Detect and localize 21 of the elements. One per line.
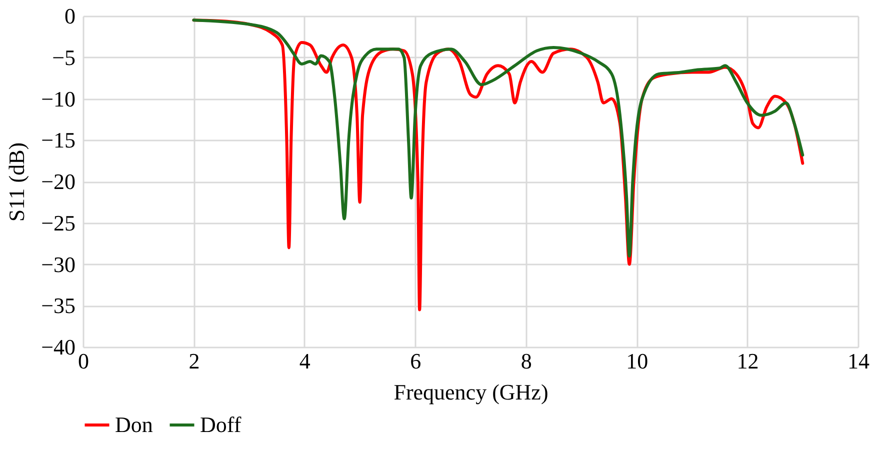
x-tick-label: 2 <box>188 348 200 374</box>
legend-label: Doff <box>200 412 242 437</box>
y-tick-label: −40 <box>41 334 76 360</box>
y-tick-label: −5 <box>52 44 76 70</box>
y-tick-label: −15 <box>41 128 76 153</box>
y-tick-label: −25 <box>41 210 76 236</box>
y-tick-label: −35 <box>41 293 76 318</box>
y-tick-label: −30 <box>41 252 76 277</box>
line-series <box>192 18 804 258</box>
y-tick-label: 0 <box>64 4 76 28</box>
x-tick-label: 8 <box>520 348 532 374</box>
x-tick-label: 6 <box>410 348 422 374</box>
x-tick-label: 4 <box>299 348 310 374</box>
y-tick-label: −20 <box>41 169 76 194</box>
x-axis-title: Frequency (GHz) <box>394 380 548 404</box>
x-tick-label: 12 <box>736 348 759 374</box>
y-tick-label: −10 <box>41 86 76 112</box>
x-tick-label: 10 <box>626 348 648 374</box>
y-axis-title: S11 (dB) <box>4 142 30 222</box>
legend-label: Don <box>115 412 153 437</box>
x-tick-label: 14 <box>848 348 870 374</box>
